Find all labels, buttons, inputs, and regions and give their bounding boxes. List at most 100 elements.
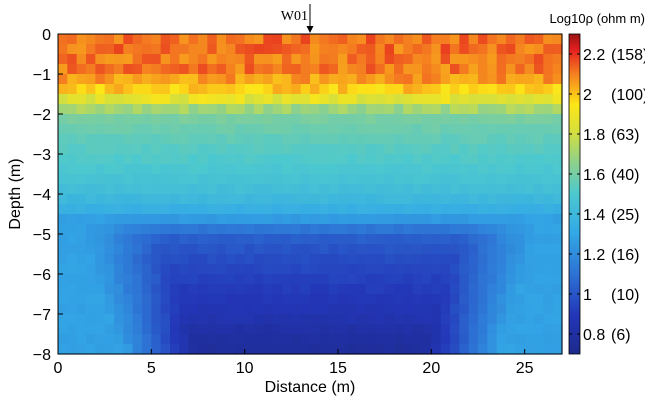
heatmap-cell (412, 324, 423, 335)
heatmap-cell (67, 154, 78, 165)
heatmap-cell (394, 334, 404, 345)
heatmap-cell (534, 334, 544, 345)
heatmap-cell (412, 94, 423, 105)
heatmap-cell (123, 94, 134, 105)
heatmap-cell (132, 234, 143, 245)
heatmap-cell (403, 64, 414, 75)
heatmap-cell (114, 154, 124, 165)
heatmap-cell (338, 114, 348, 125)
heatmap-cell (291, 164, 302, 175)
heatmap-cell (300, 134, 311, 145)
heatmap-cell (440, 104, 451, 115)
heatmap-cell (282, 204, 292, 215)
heatmap-cell (440, 134, 451, 145)
heatmap-cell (506, 204, 516, 215)
heatmap-cell (114, 304, 124, 315)
heatmap-cell (263, 294, 274, 305)
heatmap-cell (188, 174, 199, 185)
heatmap-cell (375, 324, 386, 335)
heatmap-cell (506, 104, 516, 115)
heatmap-cell (226, 234, 236, 245)
heatmap-cell (328, 304, 339, 315)
heatmap-cell (534, 174, 544, 185)
heatmap-cell (76, 224, 87, 235)
heatmap-cell (384, 314, 395, 325)
heatmap-cell (431, 274, 442, 285)
heatmap-cell (384, 344, 395, 355)
heatmap-cell (244, 144, 255, 155)
heatmap-cell (76, 124, 87, 135)
heatmap-cell (338, 244, 348, 255)
heatmap-cell (76, 284, 87, 295)
heatmap-cell (394, 144, 404, 155)
heatmap-cell (478, 304, 488, 315)
heatmap-cell (347, 94, 358, 105)
heatmap-cell (142, 114, 152, 125)
heatmap-cell (366, 164, 376, 175)
x-tick-label: 20 (422, 360, 440, 377)
heatmap-cell (440, 44, 451, 55)
heatmap-cell (226, 114, 236, 125)
heatmap-cell (142, 54, 152, 65)
heatmap-cell (543, 284, 554, 295)
heatmap-cell (375, 114, 386, 125)
heatmap-cell (216, 314, 227, 325)
heatmap-cell (58, 184, 68, 195)
heatmap-cell (496, 104, 507, 115)
heatmap-cell (254, 184, 264, 195)
heatmap-cell (272, 134, 283, 145)
heatmap-cell (506, 74, 516, 85)
heatmap-cell (67, 264, 78, 275)
heatmap-cell (440, 164, 451, 175)
heatmap-cell (384, 134, 395, 145)
heatmap-cell (403, 314, 414, 325)
heatmap-cell (132, 174, 143, 185)
heatmap-cell (179, 104, 190, 115)
heatmap-cell (151, 224, 162, 235)
heatmap-cell (76, 214, 87, 225)
heatmap-cell (76, 294, 87, 305)
heatmap-cell (179, 274, 190, 285)
heatmap-cell (151, 254, 162, 265)
heatmap-cell (95, 74, 106, 85)
heatmap-cell (123, 284, 134, 295)
heatmap-cell (142, 294, 152, 305)
heatmap-cell (552, 84, 563, 95)
heatmap-cell (216, 54, 227, 65)
heatmap-cell (506, 184, 516, 195)
heatmap-cell (431, 74, 442, 85)
heatmap-cell (431, 144, 442, 155)
heatmap-cell (310, 284, 320, 295)
heatmap-cell (412, 44, 423, 55)
heatmap-cell (272, 144, 283, 155)
heatmap-cell (534, 224, 544, 235)
heatmap-cell (198, 184, 208, 195)
heatmap-cell (440, 334, 451, 345)
heatmap-cell (58, 134, 68, 145)
heatmap-cell (459, 224, 470, 235)
x-axis-label: Distance (m) (265, 379, 356, 396)
heatmap-cell (86, 214, 96, 225)
heatmap-cell (95, 344, 106, 355)
heatmap-cell (440, 64, 451, 75)
heatmap-cell (282, 314, 292, 325)
heatmap-cell (310, 214, 320, 225)
heatmap-cell (160, 294, 171, 305)
heatmap-cell (403, 84, 414, 95)
heatmap-cell (235, 314, 246, 325)
heatmap-cell (132, 314, 143, 325)
heatmap-cell (412, 164, 423, 175)
heatmap-cell (300, 74, 311, 85)
heatmap-cell (403, 264, 414, 275)
heatmap-cell (384, 194, 395, 205)
well-arrow-head (306, 26, 314, 33)
heatmap-cell (552, 64, 563, 75)
heatmap-cell (412, 334, 423, 345)
heatmap-cell (515, 254, 526, 265)
heatmap-cell (440, 114, 451, 125)
heatmap-cell (338, 134, 348, 145)
heatmap-cell (179, 174, 190, 185)
heatmap-cell (207, 194, 218, 205)
heatmap-cell (67, 94, 78, 105)
heatmap-cell (132, 274, 143, 285)
